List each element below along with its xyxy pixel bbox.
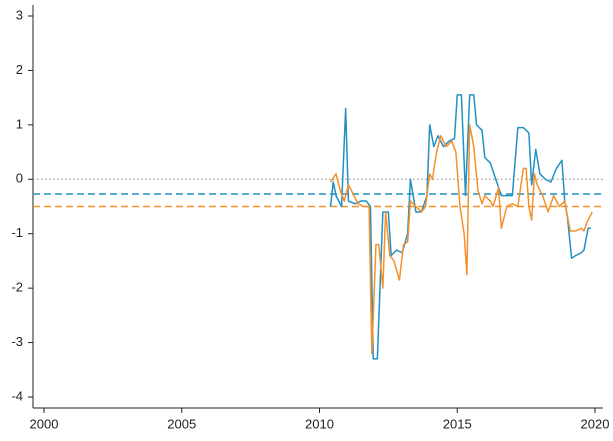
x-tick-label: 2000 — [30, 416, 59, 431]
y-tick-label: -2 — [11, 280, 23, 295]
series-line — [329, 94, 591, 360]
series-line — [329, 124, 593, 355]
x-tick-label: 2015 — [443, 416, 472, 431]
y-tick-label: 0 — [16, 171, 23, 186]
y-tick-label: -1 — [11, 225, 23, 240]
x-tick-label: 2020 — [581, 416, 610, 431]
y-tick-label: -3 — [11, 334, 23, 349]
x-tick-label: 2010 — [305, 416, 334, 431]
y-tick-label: -4 — [11, 388, 23, 403]
x-tick-label: 2005 — [167, 416, 196, 431]
y-tick-label: 1 — [16, 116, 23, 131]
y-tick-label: 2 — [16, 62, 23, 77]
y-tick-label: 3 — [16, 7, 23, 22]
